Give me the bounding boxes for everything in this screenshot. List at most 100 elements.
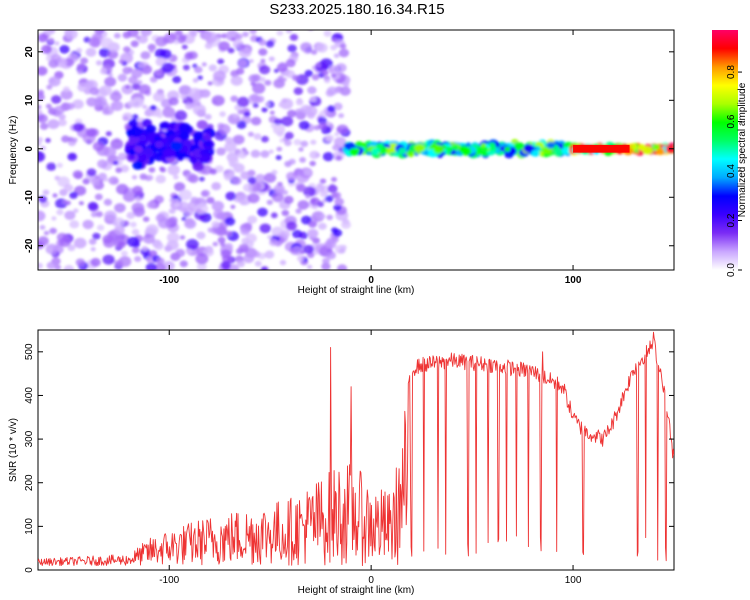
heatmap-cell <box>333 191 342 199</box>
heatmap-cell <box>131 68 143 79</box>
heatmap-cell <box>131 247 140 254</box>
heatmap-cell <box>264 172 277 183</box>
heatmap-cell <box>43 230 50 236</box>
heatmap-cell <box>131 228 140 236</box>
heatmap-cell <box>247 131 254 137</box>
heatmap-cell <box>217 123 231 135</box>
heatmap-cell <box>333 53 340 58</box>
colorbar-tick-label: 0.4 <box>726 164 737 178</box>
heatmap-cell <box>38 136 44 143</box>
heatmap-cell <box>197 75 203 80</box>
heatmap-cell <box>349 148 359 156</box>
heatmap-cell <box>153 263 166 270</box>
y-tick-label: 500 <box>24 343 35 360</box>
heatmap-cell <box>196 208 202 213</box>
heatmap-cell <box>266 199 273 205</box>
heatmap-cell <box>315 153 321 158</box>
heatmap-cell <box>286 221 297 231</box>
heatmap-cell <box>336 78 343 84</box>
heatmap-cell <box>217 58 225 65</box>
heatmap-cell <box>43 30 56 36</box>
x-tick-label: 100 <box>565 275 582 286</box>
heatmap-cell <box>204 113 212 120</box>
heatmap-cell <box>126 211 135 220</box>
heatmap-cell <box>131 202 145 214</box>
heatmap-cell <box>188 155 198 164</box>
heatmap-cell <box>155 174 166 184</box>
heatmap-cell <box>326 251 336 260</box>
heatmap-cell <box>394 152 399 157</box>
heatmap-cell <box>162 106 176 118</box>
heatmap-cell <box>66 102 75 110</box>
heatmap-cell <box>168 134 175 140</box>
heatmap-cell <box>184 217 195 226</box>
heatmap-cell <box>196 262 207 270</box>
heatmap-cell <box>466 142 471 147</box>
heatmap-cell <box>92 141 105 152</box>
heatmap-cell <box>275 155 282 161</box>
heatmap-cell <box>337 264 348 270</box>
heatmap-cell <box>269 110 275 115</box>
heatmap-cell <box>297 255 305 262</box>
heatmap-cell <box>219 242 226 247</box>
heatmap-cell <box>201 62 207 67</box>
heatmap-cell <box>156 257 165 265</box>
heatmap-cell <box>230 75 243 86</box>
heatmap-cell <box>88 238 97 245</box>
heatmap-cell <box>50 53 62 63</box>
heatmap-cell <box>195 203 209 215</box>
heatmap-cell <box>260 58 266 64</box>
heatmap-cell <box>73 122 84 132</box>
heatmap-cell <box>303 169 311 176</box>
figure-title: S233.2025.180.16.34.R15 <box>269 1 444 18</box>
heatmap-cell <box>270 123 277 128</box>
heatmap-cell <box>213 70 226 82</box>
heatmap-cell <box>135 35 141 40</box>
heatmap-cell <box>250 116 262 126</box>
heatmap-cell <box>489 145 496 151</box>
heatmap-cell <box>138 134 147 142</box>
heatmap-cell <box>250 81 256 87</box>
colorbar-tick-label: 0.8 <box>726 65 737 79</box>
heatmap-cell <box>331 227 338 234</box>
heatmap-cell <box>131 114 139 121</box>
heatmap-cell <box>225 191 236 201</box>
heatmap-cell <box>289 248 296 253</box>
heatmap-cell <box>134 256 142 262</box>
snr-x-label: Height of straight line (km) <box>298 585 415 596</box>
heatmap-cell <box>179 260 188 268</box>
heatmap-cell <box>264 250 275 259</box>
snr-frame <box>37 329 675 571</box>
heatmap-cell <box>477 145 489 154</box>
heatmap-cell <box>166 232 180 243</box>
heatmap-x-label: Height of straight line (km) <box>298 285 415 296</box>
heatmap-cell <box>339 86 351 96</box>
heatmap-cell <box>243 111 251 117</box>
heatmap-cell <box>224 242 234 251</box>
heatmap-cell <box>85 47 97 57</box>
heatmap-cell <box>138 84 151 95</box>
heatmap-cell <box>54 264 62 270</box>
heatmap-cell <box>236 260 245 268</box>
heatmap-cell <box>38 141 42 146</box>
heatmap-cell <box>123 46 131 53</box>
heatmap-cell <box>278 62 287 70</box>
heatmap-cell <box>196 120 208 130</box>
heatmap-cell <box>285 30 293 34</box>
heatmap-cell <box>339 43 347 49</box>
heatmap-cell <box>504 146 511 152</box>
heatmap-cell <box>221 33 228 39</box>
heatmap-cell <box>334 197 345 206</box>
heatmap-cell <box>63 264 75 270</box>
heatmap-cell <box>281 116 294 127</box>
heatmap-cell <box>178 122 191 133</box>
heatmap-cell <box>211 200 225 212</box>
heatmap-cell <box>216 147 226 156</box>
heatmap-cell <box>238 243 249 253</box>
heatmap-cell <box>336 124 349 135</box>
heatmap-cell <box>192 104 206 116</box>
heatmap-cell <box>71 137 78 143</box>
heatmap-cell <box>140 30 152 37</box>
heatmap-frame <box>37 29 675 271</box>
heatmap-cell <box>232 113 239 119</box>
